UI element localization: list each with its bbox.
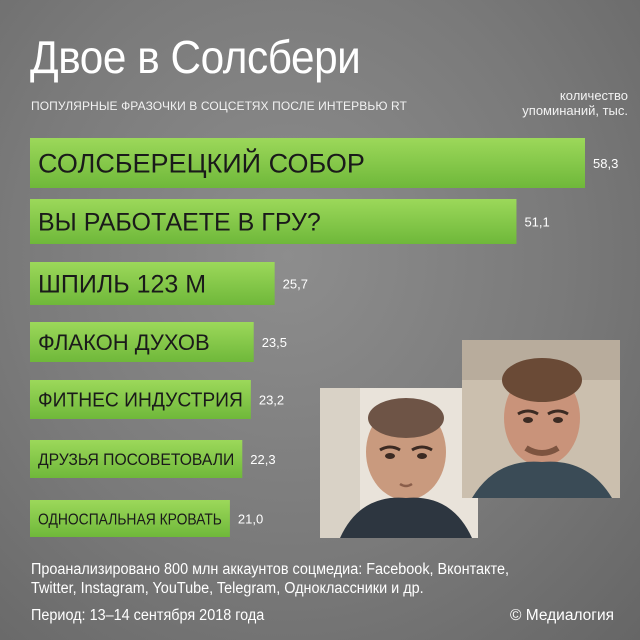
- bar-label: ОДНОСПАЛЬНАЯ КРОВАТЬ: [38, 511, 222, 528]
- footer-copyright: © Медиалогия: [510, 607, 614, 624]
- footer-source-text: Проанализировано 800 млн аккаунтов соцме…: [31, 561, 509, 597]
- bar: [30, 262, 275, 305]
- bar: [30, 138, 585, 188]
- bar-chart: СОЛСБЕРЕЦКИЙ СОБОР 58,3 ВЫ РАБОТАЕТЕ В ГРУ…: [30, 138, 618, 537]
- page-title: Двое в Солсбери: [30, 31, 361, 83]
- bar: [30, 199, 517, 244]
- bar-label: ФИТНЕС ИНДУСТРИЯ: [38, 390, 243, 412]
- page-subtitle: ПОПУЛЯРНЫЕ ФРАЗОЧКИ В СОЦСЕТЯХ ПОСЛЕ ИНТ…: [31, 99, 407, 113]
- photo-man-right: [462, 340, 620, 498]
- bar: [30, 322, 254, 362]
- bar-value-label: 25,7: [283, 277, 308, 292]
- footer-period: Период: 13–14 сентября 2018 года: [31, 607, 265, 624]
- bar: [30, 500, 230, 537]
- bar-label: ВЫ РАБОТАЕТЕ В ГРУ?: [38, 209, 321, 237]
- bar-label: ШПИЛЬ 123 М: [38, 271, 206, 299]
- bar-value-label: 23,2: [259, 393, 284, 408]
- photo-man-left: [320, 388, 478, 538]
- bar-label: ФЛАКОН ДУХОВ: [38, 330, 210, 355]
- bar: [30, 440, 243, 478]
- bar-value-label: 58,3: [593, 156, 618, 171]
- bar-label: СОЛСБЕРЕЦКИЙ СОБОР: [38, 148, 365, 179]
- bar-value-label: 51,1: [524, 215, 549, 230]
- unit-label: количество упоминаний, тыс.: [522, 88, 628, 118]
- bar-value-label: 23,5: [262, 335, 287, 350]
- bar-label: ДРУЗЬЯ ПОСОВЕТОВАЛИ: [38, 450, 234, 469]
- bar-value-label: 21,0: [238, 512, 263, 527]
- bar-value-label: 22,3: [250, 452, 275, 467]
- bar: [30, 380, 251, 419]
